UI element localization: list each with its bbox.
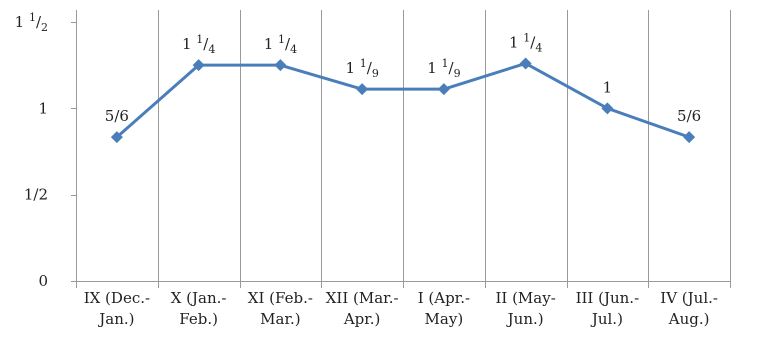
y-tick-label: 1/2 (24, 186, 48, 204)
data-label: 1 (603, 78, 613, 96)
data-point-marker (601, 102, 614, 115)
data-point-marker (683, 131, 696, 144)
y-axis-tick-labels: 0 1/2 1 1 1/2 (15, 11, 48, 290)
data-point-marker (356, 83, 369, 96)
axes (71, 10, 730, 288)
data-point-marker (274, 59, 287, 72)
data-point-marker (192, 59, 205, 72)
data-labels: 5/6 1 1/4 1 1/4 1 1/9 1 1/9 1 1/4 1 5/6 (105, 31, 701, 125)
x-tick-label: IV (Jul.-Aug.) (660, 289, 718, 328)
vertical-gridlines (158, 10, 731, 288)
data-label: 5/6 (105, 107, 129, 125)
data-point-marker (110, 131, 123, 144)
x-tick-label: III (Jun.-Jul.) (576, 289, 640, 328)
x-axis-tick-labels: IX (Dec.-Jan.) X (Jan.-Feb.) XI (Feb.-Mar.… (84, 289, 718, 328)
data-label: 1 1/4 (264, 33, 297, 56)
data-label: 1 1/9 (427, 57, 460, 80)
x-tick-label: I (Apr.-May) (418, 289, 470, 328)
y-tick-label: 0 (38, 272, 48, 290)
x-tick-label: II (May-Jun.) (495, 289, 555, 328)
data-point-marker (437, 83, 450, 96)
series-line (115, 61, 690, 139)
data-series (110, 57, 696, 144)
data-label: 1 1/4 (509, 31, 542, 54)
data-point-marker (519, 57, 532, 70)
x-tick-label: X (Jan.-Feb.) (171, 289, 227, 328)
data-label: 1 1/4 (182, 33, 215, 56)
y-tick-label: 1 1/2 (15, 11, 48, 34)
x-tick-label: IX (Dec.-Jan.) (84, 289, 150, 328)
x-tick-label: XII (Mar.-Apr.) (326, 289, 399, 328)
x-tick-label: XI (Feb.-Mar.) (248, 289, 313, 328)
y-tick-label: 1 (38, 99, 48, 117)
data-label: 5/6 (677, 107, 701, 125)
data-label: 1 1/9 (345, 57, 378, 80)
